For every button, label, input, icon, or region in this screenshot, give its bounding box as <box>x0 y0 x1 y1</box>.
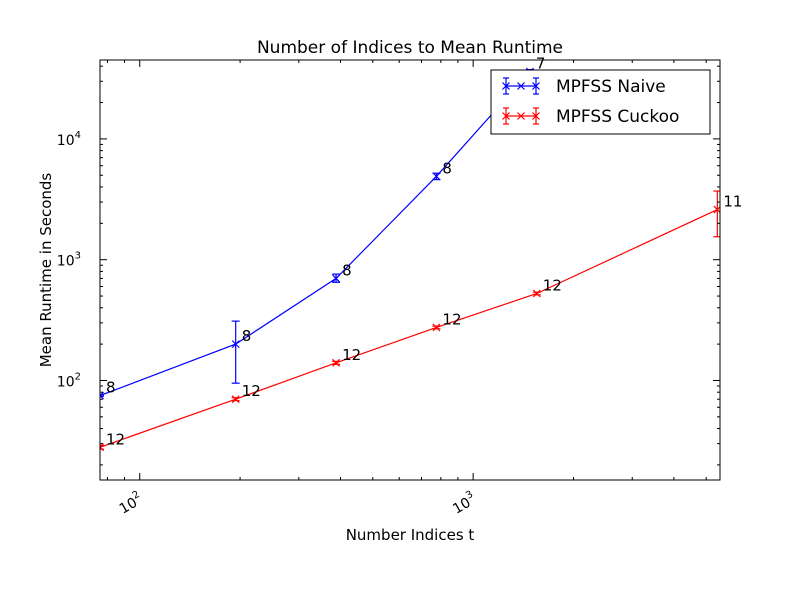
data-label-mpfss-naive: 8 <box>106 379 116 397</box>
data-label-mpfss-cuckoo: 12 <box>342 346 361 364</box>
data-label-mpfss-naive: 8 <box>342 261 352 279</box>
data-point-mpfss-cuckoo <box>532 289 541 298</box>
y-tick-label: 104 <box>57 130 81 149</box>
legend-label-mpfss-naive: MPFSS Naive <box>556 77 666 97</box>
x-marker <box>100 446 104 452</box>
data-label-mpfss-cuckoo: 12 <box>242 382 261 400</box>
x-marker <box>231 395 240 404</box>
axes-frame <box>99 59 721 481</box>
legend-marker-mpfss-naive <box>532 82 540 90</box>
data-label-mpfss-cuckoo: 11 <box>723 193 742 211</box>
data-point-mpfss-naive <box>100 391 104 400</box>
legend-label-mpfss-cuckoo: MPFSS Cuckoo <box>556 107 679 127</box>
x-marker <box>100 391 104 397</box>
data-label-mpfss-naive: 8 <box>242 327 252 345</box>
data-label-mpfss-naive: 7 <box>536 55 546 73</box>
data-point-mpfss-cuckoo <box>100 443 104 452</box>
y-tick-base: 10 <box>57 374 75 390</box>
data-point-mpfss-naive <box>432 172 441 181</box>
y-tick-exponent: 4 <box>75 130 81 141</box>
legend-marker-mpfss-cuckoo <box>502 112 510 120</box>
x-marker <box>532 289 541 298</box>
data-label-mpfss-naive: 8 <box>442 159 452 177</box>
chart-title: Number of Indices to Mean Runtime <box>257 38 563 58</box>
data-point-mpfss-naive <box>231 340 240 349</box>
y-tick-label: 102 <box>57 371 81 390</box>
legend-marker-mpfss-cuckoo <box>517 112 525 120</box>
y-tick-exponent: 2 <box>75 371 81 382</box>
legend-box <box>490 69 711 135</box>
x-marker <box>100 394 104 400</box>
data-label-mpfss-cuckoo: 12 <box>543 276 562 294</box>
x-tick-exponent: 3 <box>464 489 475 502</box>
legend: MPFSS Naive MPFSS Cuckoo <box>490 69 711 135</box>
legend-marker-mpfss-naive <box>502 82 510 90</box>
data-point-mpfss-cuckoo <box>432 323 441 332</box>
series-line-mpfss-cuckoo <box>100 209 718 448</box>
legend-marker-mpfss-cuckoo <box>532 112 540 120</box>
x-marker <box>332 274 340 283</box>
x-tick-base: 10 <box>117 495 140 518</box>
y-tick-base: 10 <box>57 133 75 149</box>
x-tick-label: 102 <box>115 489 145 518</box>
x-tick-base: 10 <box>450 495 473 518</box>
legend-marker-mpfss-naive <box>517 82 525 90</box>
x-axis-label: Number Indices t <box>346 526 475 544</box>
x-marker <box>432 323 441 332</box>
x-marker <box>432 172 441 181</box>
data-point-mpfss-cuckoo <box>332 358 340 367</box>
x-marker <box>332 358 340 367</box>
x-tick-exponent: 2 <box>131 489 142 502</box>
y-tick-base: 10 <box>57 254 75 270</box>
x-marker <box>231 340 240 349</box>
y-axis-label: Mean Runtime in Seconds <box>37 173 55 368</box>
data-point-mpfss-cuckoo <box>231 395 240 404</box>
y-tick-exponent: 3 <box>75 251 81 262</box>
data-label-mpfss-cuckoo: 12 <box>442 310 461 328</box>
data-label-mpfss-cuckoo: 12 <box>106 430 125 448</box>
y-tick-label: 103 <box>57 251 81 270</box>
x-marker <box>100 443 104 449</box>
x-tick-label: 103 <box>449 489 479 518</box>
data-point-mpfss-naive <box>332 274 340 283</box>
